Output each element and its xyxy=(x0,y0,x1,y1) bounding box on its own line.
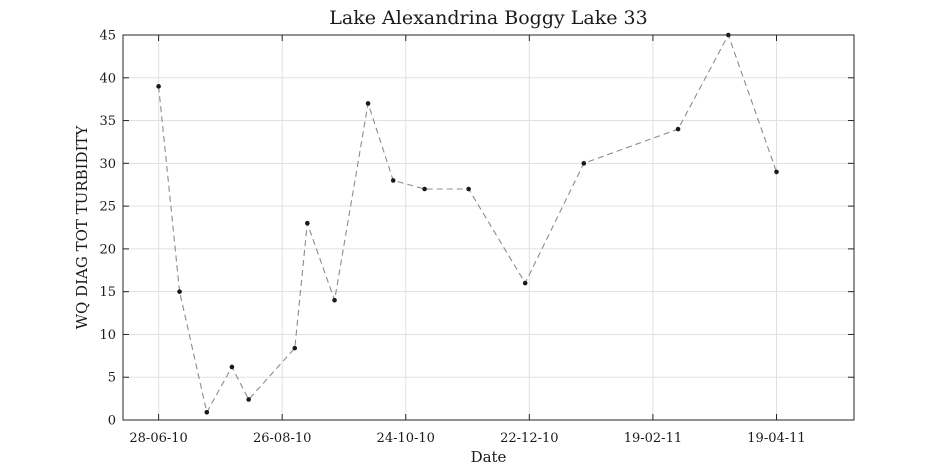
y-tick-label: 5 xyxy=(108,371,116,386)
x-tick-label: 28-06-10 xyxy=(129,431,187,446)
series-layer xyxy=(156,32,779,415)
y-axis-label: WQ DIAG TOT TURBIDITY xyxy=(73,124,91,329)
grid xyxy=(123,34,854,421)
plot-frame xyxy=(122,34,855,421)
data-point xyxy=(422,186,427,192)
data-point xyxy=(229,364,235,370)
y-tick-label: 45 xyxy=(99,29,116,44)
y-tick-label: 15 xyxy=(99,285,116,300)
y-tick-label: 35 xyxy=(99,114,116,129)
data-point xyxy=(156,84,161,89)
ticks: 0 5 10 15 20 25 30 35 40 45 28-06-10 26-08-10 24-10-… xyxy=(99,29,854,446)
data-point xyxy=(204,410,210,415)
data-point xyxy=(675,126,681,132)
y-tick-label: 10 xyxy=(99,328,116,343)
data-point xyxy=(246,397,251,402)
x-tick-label: 22-12-10 xyxy=(500,431,558,446)
y-tick-label: 30 xyxy=(99,157,116,172)
data-point xyxy=(581,161,587,166)
data-point xyxy=(390,178,396,183)
chart-title: Lake Alexandrina Boggy Lake 33 xyxy=(329,7,647,29)
data-point xyxy=(466,186,471,192)
data-point xyxy=(177,289,182,294)
x-tick-label: 19-04-11 xyxy=(747,431,805,446)
y-tick-label: 20 xyxy=(99,242,116,257)
data-point xyxy=(774,169,779,175)
y-tick-label: 40 xyxy=(99,71,116,86)
y-tick-label: 25 xyxy=(99,200,116,215)
y-tick-label: 0 xyxy=(108,414,116,429)
data-point xyxy=(332,297,337,303)
x-tick-label: 19-02-11 xyxy=(624,431,682,446)
data-point xyxy=(305,220,310,226)
series-line xyxy=(158,33,778,414)
x-axis-label: Date xyxy=(471,448,507,466)
data-point xyxy=(292,345,298,351)
data-point xyxy=(365,101,371,106)
x-tick-label: 26-08-10 xyxy=(253,431,311,446)
data-point xyxy=(522,280,528,286)
x-tick-label: 24-10-10 xyxy=(377,431,435,446)
